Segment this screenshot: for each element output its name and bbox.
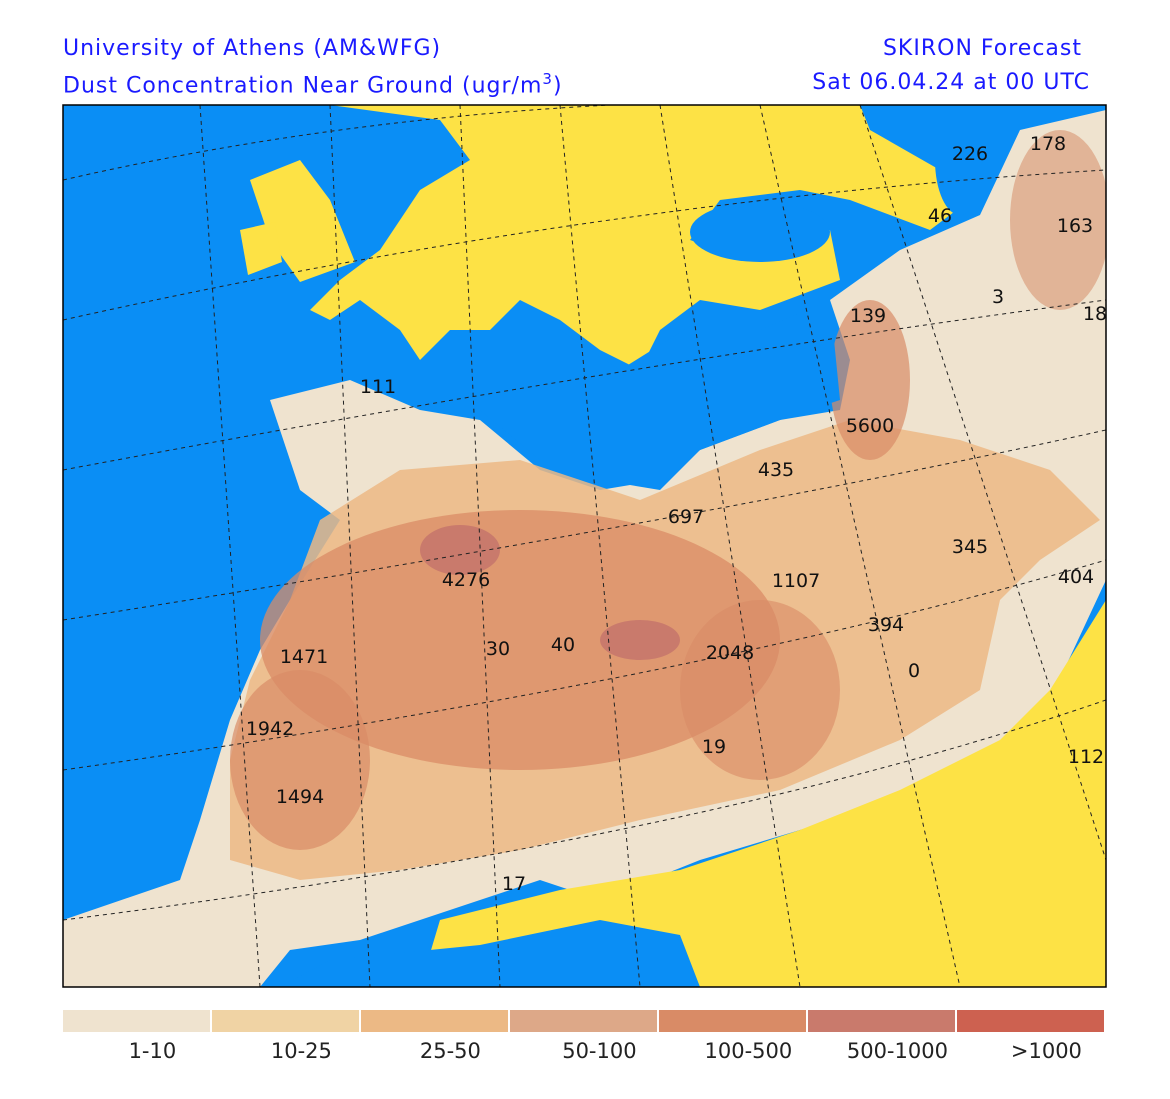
header-left-2-end: )	[552, 73, 563, 99]
map-label: 1942	[246, 718, 294, 740]
legend-swatch	[212, 1010, 359, 1032]
dust-high	[260, 510, 780, 770]
map-label: 0	[908, 660, 920, 682]
legend-swatch	[361, 1010, 508, 1032]
map-label: 1471	[280, 646, 328, 668]
map-label: 30	[486, 638, 510, 660]
dust-high	[230, 670, 370, 850]
map-frame	[62, 104, 1107, 988]
caspian	[935, 105, 985, 215]
legend-swatch	[63, 1010, 210, 1032]
map-label: 2048	[706, 642, 754, 664]
header-right-1: SKIRON Forecast	[882, 36, 1082, 61]
graticule	[63, 105, 1106, 987]
map-label: 435	[758, 459, 794, 481]
legend-label: 100-500	[705, 1039, 793, 1063]
dust-peak	[600, 620, 680, 660]
map-label: 1494	[276, 786, 324, 808]
south-land	[420, 600, 1106, 987]
header-right-2: Sat 06.04.24 at 00 UTC	[812, 70, 1090, 95]
legend-label: 50-100	[562, 1039, 636, 1063]
header-left-2: Dust Concentration Near Ground (ugr/m3)	[63, 70, 563, 98]
legend-label: >1000	[1011, 1039, 1082, 1063]
map-label: 3	[992, 286, 1004, 308]
map-label: 19	[702, 736, 726, 758]
mediterranean	[420, 300, 840, 490]
map-label: 5600	[846, 415, 894, 437]
legend-label: 500-1000	[847, 1039, 948, 1063]
map-label: 226	[952, 143, 988, 165]
map-label: 1107	[772, 570, 820, 592]
uk	[250, 160, 355, 282]
legend-label: 1-10	[129, 1039, 177, 1063]
europe	[310, 105, 970, 370]
map-label: 112	[1068, 746, 1104, 768]
dust-peak	[420, 525, 500, 575]
map-label: 111	[360, 376, 396, 398]
legend-swatch	[957, 1010, 1104, 1032]
map-label: 178	[1030, 133, 1066, 155]
legend-swatch	[510, 1010, 657, 1032]
legend-label: 10-25	[271, 1039, 332, 1063]
header-sup: 3	[542, 70, 553, 88]
map-label: 17	[502, 873, 526, 895]
header-left-1: University of Athens (AM&WFG)	[63, 36, 442, 61]
header-left-2-text: Dust Concentration Near Ground (ugr/m	[63, 73, 543, 99]
map-label: 139	[850, 305, 886, 327]
map-label: 394	[868, 614, 904, 636]
legend-swatch	[659, 1010, 806, 1032]
map-label: 4276	[442, 569, 490, 591]
map-label: 40	[551, 634, 575, 656]
map-label: 163	[1057, 215, 1093, 237]
map-label: 697	[668, 506, 704, 528]
ireland	[240, 222, 282, 275]
map-label: 345	[952, 536, 988, 558]
dust-high	[680, 600, 840, 780]
gulf-of-guinea	[280, 920, 700, 987]
map-label: 46	[928, 205, 952, 227]
legend-label: 25-50	[420, 1039, 481, 1063]
map-area	[63, 105, 1106, 987]
map-label: 18	[1083, 303, 1107, 325]
legend-swatch	[808, 1010, 955, 1032]
dust-high	[830, 300, 910, 460]
map-label: 404	[1058, 566, 1094, 588]
black-sea	[690, 202, 830, 262]
dust-high	[1010, 130, 1106, 310]
